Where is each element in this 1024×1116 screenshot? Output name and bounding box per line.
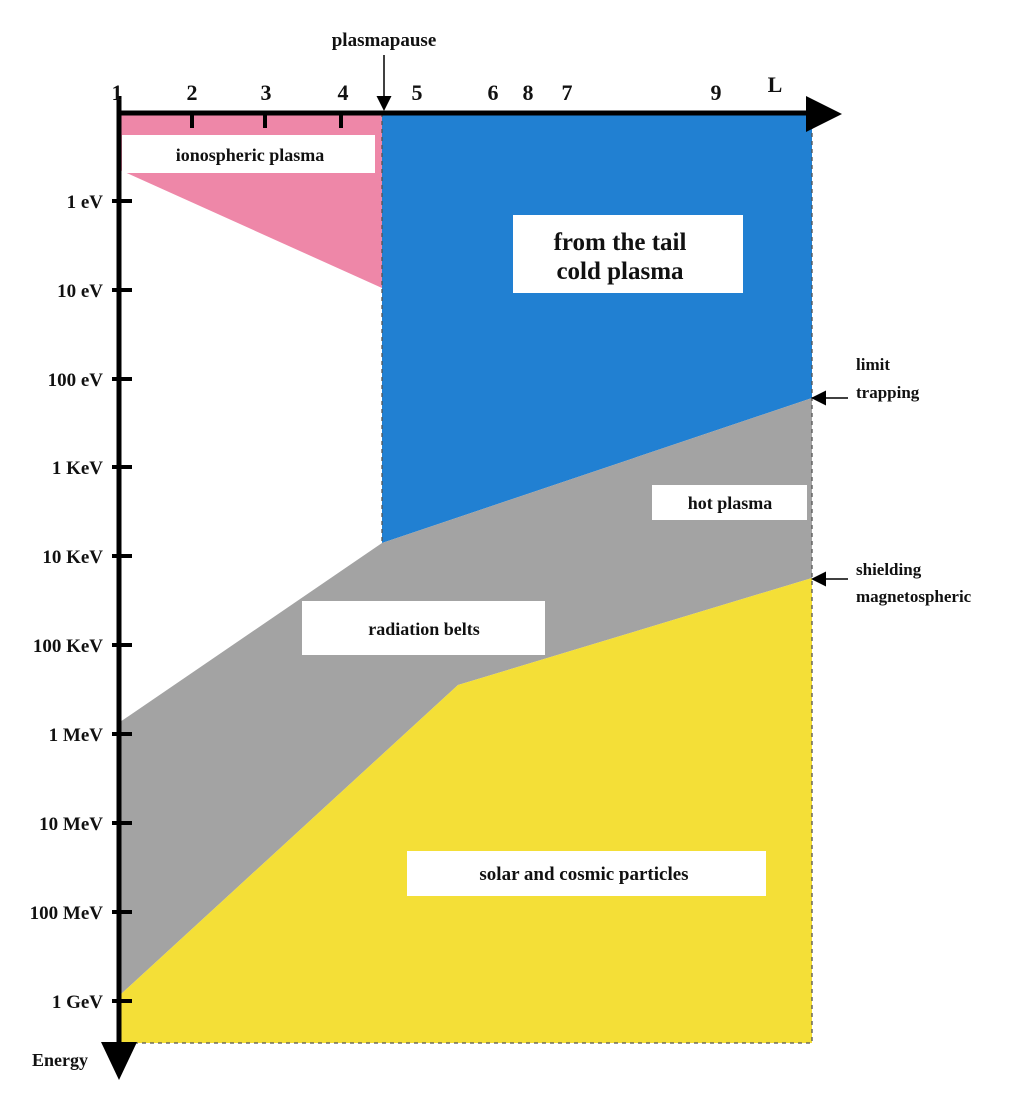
y-axis-title: Energy	[32, 1050, 88, 1070]
hot-plasma-region	[120, 398, 812, 995]
y-label-100ev: 100 eV	[48, 370, 104, 391]
solar-label-box	[407, 851, 766, 896]
solar-cosmic-region	[120, 578, 812, 1043]
radiation-belts-label-box	[302, 601, 545, 655]
trapping-limit-label-1: limit	[856, 355, 890, 374]
cold-plasma-label-line1: from the tail	[554, 229, 687, 256]
x-axis-title: L	[768, 72, 783, 97]
cold-plasma-label-line2: cold plasma	[556, 258, 684, 285]
ionospheric-label-box	[122, 135, 375, 173]
x-label-7: 7	[562, 80, 573, 105]
x-label-3: 3	[261, 80, 272, 105]
shielding-label-1: shielding	[856, 560, 922, 579]
x-label-1: 1	[112, 80, 123, 105]
x-label-5: 5	[412, 80, 423, 105]
x-label-9: 9	[711, 80, 722, 105]
ionospheric-plasma-label: ionospheric plasma	[176, 145, 325, 165]
plasmapause-label: plasmapause	[332, 30, 437, 51]
radiation-belts-label: radiation belts	[368, 619, 480, 639]
trapping-limit-label-2: trapping	[856, 383, 920, 402]
shielding-label-2: magnetospheric	[856, 587, 972, 606]
y-label-100mev: 100 MeV	[30, 903, 104, 924]
y-label-1kev: 1 KeV	[52, 458, 103, 479]
hot-plasma-label: hot plasma	[688, 493, 773, 513]
y-label-1gev: 1 GeV	[52, 992, 103, 1013]
x-label-2: 2	[187, 80, 198, 105]
x-label-6: 6	[488, 80, 499, 105]
cold-plasma-label-box	[513, 215, 743, 293]
y-label-10mev: 10 MeV	[39, 814, 103, 835]
y-label-1mev: 1 MeV	[49, 725, 104, 746]
hot-plasma-label-box	[652, 485, 807, 520]
x-axis-arrowhead	[806, 96, 842, 132]
y-label-10ev: 10 eV	[57, 281, 103, 302]
y-axis-arrowhead	[101, 1042, 137, 1080]
x-label-4: 4	[338, 80, 349, 105]
y-label-10kev: 10 KeV	[42, 547, 103, 568]
solar-cosmic-label: solar and cosmic particles	[479, 864, 688, 885]
x-label-8: 8	[523, 80, 534, 105]
y-label-100kev: 100 KeV	[33, 636, 103, 657]
y-label-1ev: 1 eV	[67, 192, 104, 213]
